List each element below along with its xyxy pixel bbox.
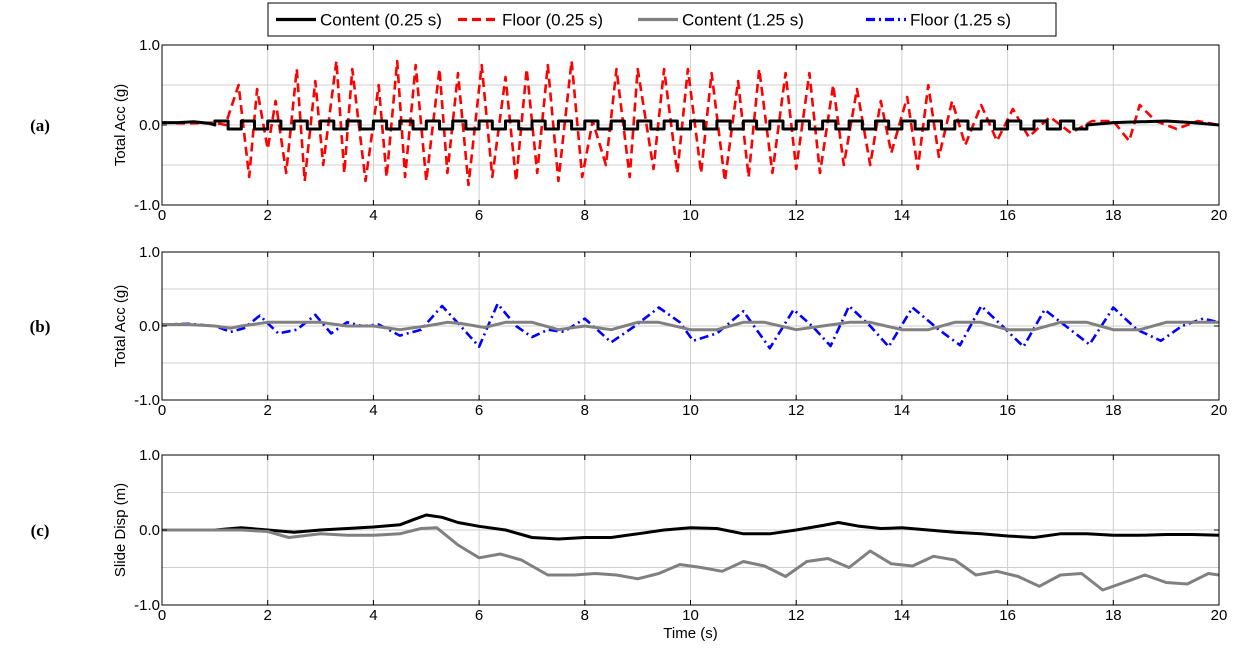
x-tick-label: 16 — [999, 207, 1016, 224]
panel-label: (a) — [30, 116, 50, 135]
x-tick-label: 10 — [682, 607, 699, 624]
y-axis-label: Total Acc (g) — [112, 285, 129, 368]
x-tick-label: 0 — [158, 402, 166, 419]
x-tick-label: 20 — [1211, 402, 1228, 419]
x-tick-label: 2 — [264, 207, 272, 224]
y-tick-label: -1.0 — [134, 597, 160, 614]
x-tick-label: 8 — [581, 607, 589, 624]
panel-c: 0 2 4 6 8 10 12 14 16 18 20 -1.0 0.0 1.0 Slide Disp (m… — [31, 447, 1228, 642]
y-axis-label: Total Acc (g) — [112, 84, 129, 167]
panel-label: (c) — [31, 521, 50, 540]
y-tick-label: -1.0 — [134, 392, 160, 409]
x-tick-label: 12 — [788, 207, 805, 224]
x-tick-label: 4 — [369, 607, 377, 624]
y-tick-label: 0.0 — [139, 318, 160, 335]
x-tick-label: 20 — [1211, 607, 1228, 624]
x-tick-label: 14 — [894, 207, 911, 224]
y-tick-label: 1.0 — [139, 447, 160, 464]
x-tick-label: 14 — [894, 402, 911, 419]
x-tick-label: 6 — [475, 402, 483, 419]
legend: Content (0.25 s) Floor (0.25 s) Content (1… — [267, 2, 1057, 37]
x-tick-label: 6 — [475, 607, 483, 624]
panel-b: 0 2 4 6 8 10 12 14 16 18 20 -1.0 0.0 1.0 Total Acc (g)… — [30, 244, 1228, 419]
series-content-0-25-s — [162, 119, 1219, 131]
legend-label-2: Content (1.25 s) — [682, 11, 804, 30]
x-tick-label: 0 — [158, 207, 166, 224]
x-tick-label: 8 — [581, 402, 589, 419]
y-tick-label: -1.0 — [134, 197, 160, 214]
x-axis-label: Time (s) — [663, 625, 717, 642]
series-content-1-25-s — [162, 526, 1219, 592]
x-tick-label: 0 — [158, 607, 166, 624]
series-floor-0-25-s — [162, 59, 1219, 187]
x-tick-label: 16 — [999, 607, 1016, 624]
x-tick-label: 18 — [1105, 207, 1122, 224]
x-tick-label: 18 — [1105, 607, 1122, 624]
panel-label: (b) — [30, 317, 51, 336]
x-tick-label: 12 — [788, 402, 805, 419]
x-tick-label: 4 — [369, 402, 377, 419]
series-floor-1-25-s — [162, 302, 1219, 350]
x-tick-label: 2 — [264, 607, 272, 624]
x-tick-label: 14 — [894, 607, 911, 624]
x-tick-label: 4 — [369, 207, 377, 224]
y-tick-label: 0.0 — [139, 522, 160, 539]
x-tick-label: 20 — [1211, 207, 1228, 224]
y-axis-label: Slide Disp (m) — [112, 483, 129, 577]
y-tick-label: 0.0 — [139, 117, 160, 134]
series-content-0-25-s — [162, 513, 1219, 541]
legend-label-3: Floor (1.25 s) — [910, 11, 1011, 30]
y-tick-label: 1.0 — [139, 244, 160, 261]
x-tick-label: 18 — [1105, 402, 1122, 419]
x-tick-label: 6 — [475, 207, 483, 224]
x-tick-label: 16 — [999, 402, 1016, 419]
x-tick-label: 10 — [682, 402, 699, 419]
series-content-1-25-s — [162, 320, 1219, 332]
y-tick-label: 1.0 — [139, 37, 160, 54]
panel-a: 0 2 4 6 8 10 12 14 16 18 20 -1.0 0.0 1.0 Total Acc (g)… — [30, 37, 1227, 224]
x-tick-label: 10 — [682, 207, 699, 224]
x-tick-label: 12 — [788, 607, 805, 624]
x-tick-label: 2 — [264, 402, 272, 419]
legend-label-0: Content (0.25 s) — [320, 11, 442, 30]
legend-label-1: Floor (0.25 s) — [502, 11, 603, 30]
x-tick-label: 8 — [581, 207, 589, 224]
